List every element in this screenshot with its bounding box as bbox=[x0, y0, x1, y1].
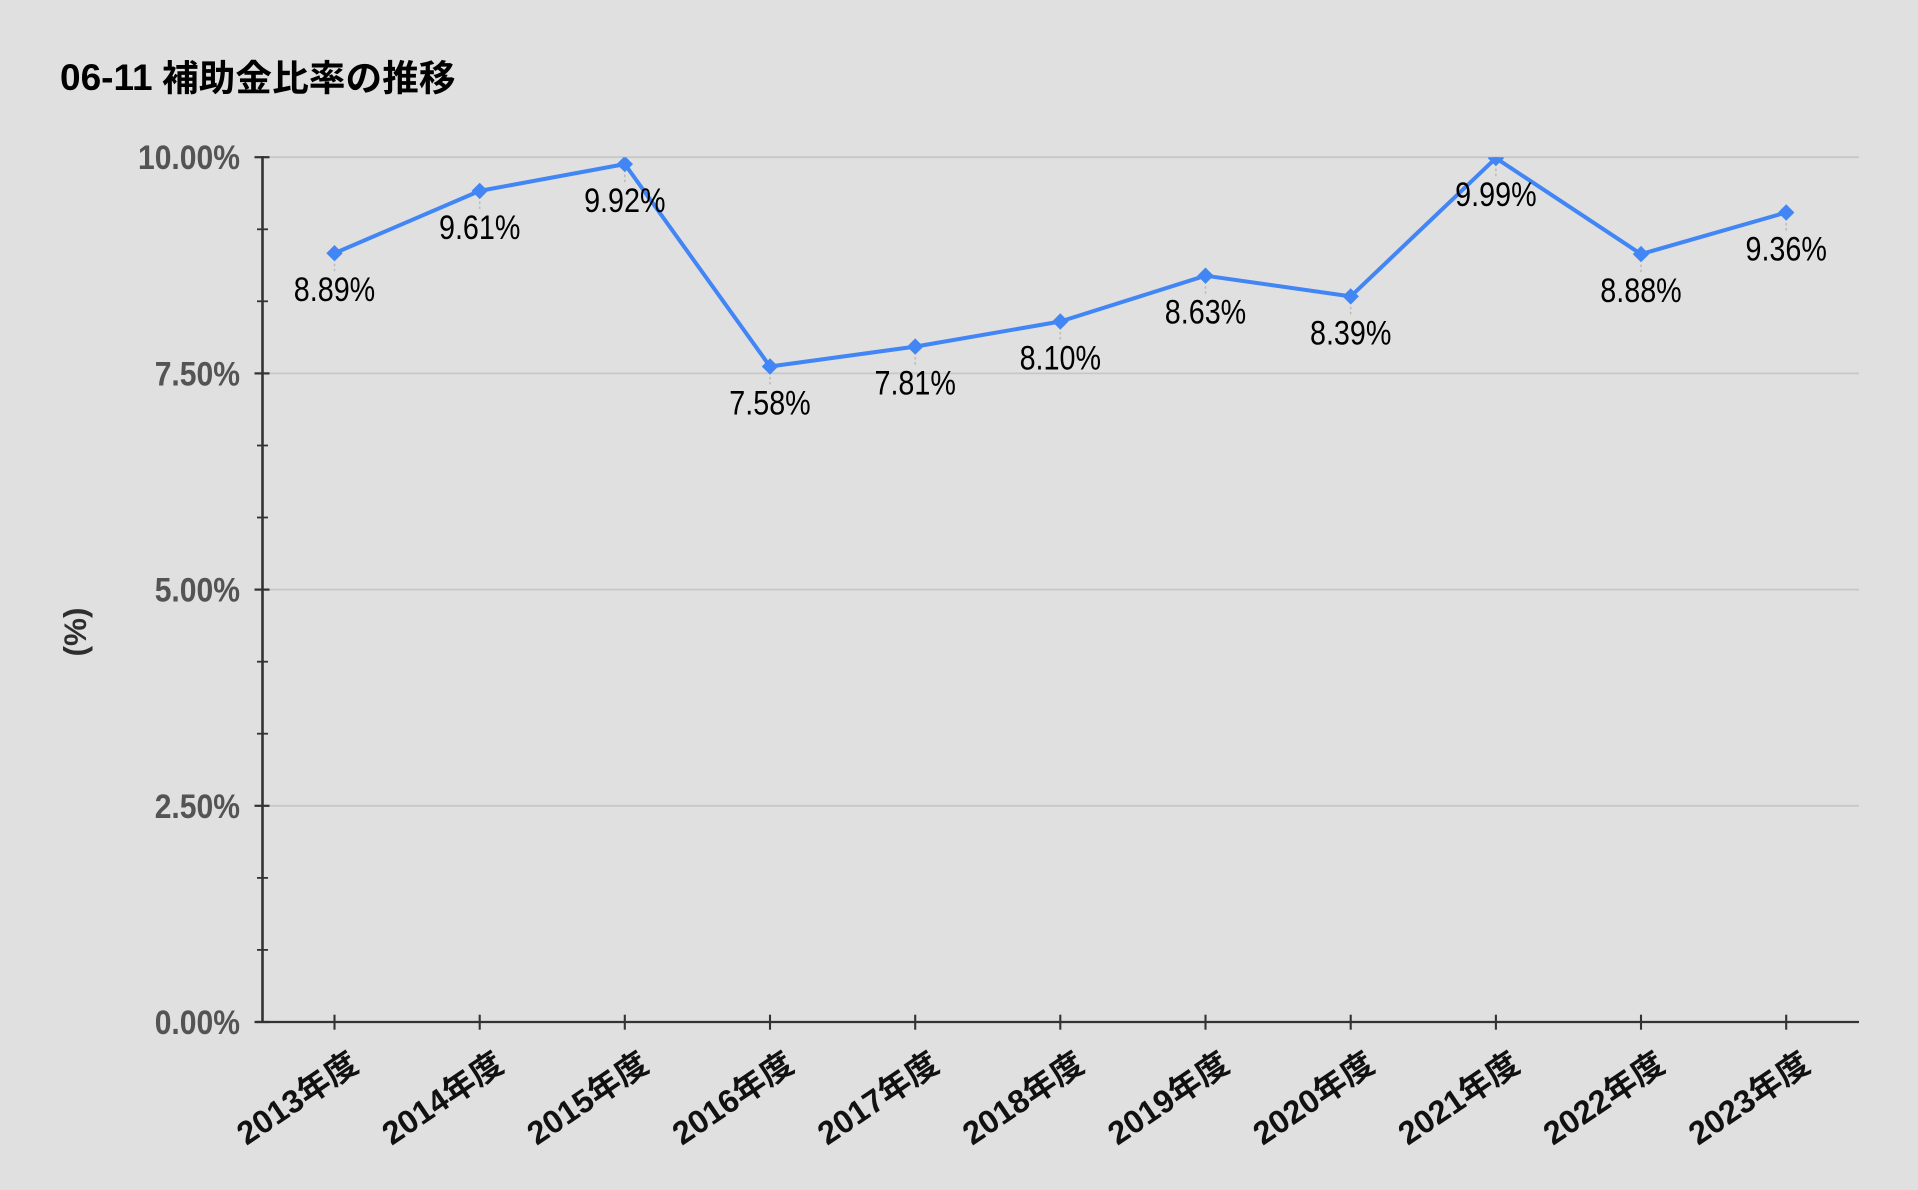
svg-text:7.81%: 7.81% bbox=[874, 364, 955, 402]
svg-text:9.99%: 9.99% bbox=[1455, 176, 1536, 214]
svg-text:8.10%: 8.10% bbox=[1020, 339, 1101, 377]
svg-text:2022: 2022 bbox=[1537, 1082, 1617, 1152]
svg-text:8.89%: 8.89% bbox=[294, 271, 375, 309]
svg-text:2021: 2021 bbox=[1392, 1082, 1472, 1152]
svg-text:2.50%: 2.50% bbox=[155, 787, 240, 825]
svg-text:8.88%: 8.88% bbox=[1600, 272, 1681, 310]
svg-text:2023: 2023 bbox=[1682, 1082, 1762, 1152]
svg-text:9.36%: 9.36% bbox=[1745, 230, 1826, 268]
svg-text:(%): (%) bbox=[57, 608, 93, 657]
svg-text:7.50%: 7.50% bbox=[155, 355, 240, 393]
svg-text:2014: 2014 bbox=[375, 1082, 455, 1152]
svg-text:2013: 2013 bbox=[230, 1082, 310, 1152]
svg-text:2018: 2018 bbox=[956, 1082, 1036, 1152]
svg-text:9.61%: 9.61% bbox=[439, 209, 520, 247]
svg-text:8.63%: 8.63% bbox=[1165, 293, 1246, 331]
svg-text:2017: 2017 bbox=[811, 1082, 891, 1152]
svg-text:06-11: 06-11 bbox=[60, 57, 153, 98]
svg-text:2019: 2019 bbox=[1101, 1082, 1181, 1152]
svg-text:5.00%: 5.00% bbox=[155, 571, 240, 609]
svg-text:2020: 2020 bbox=[1246, 1082, 1326, 1152]
svg-text:2015: 2015 bbox=[521, 1082, 601, 1152]
svg-text:2016: 2016 bbox=[666, 1082, 746, 1152]
svg-text:8.39%: 8.39% bbox=[1310, 314, 1391, 352]
svg-text:0.00%: 0.00% bbox=[155, 1003, 240, 1041]
svg-text:10.00%: 10.00% bbox=[138, 138, 240, 176]
svg-text:7.58%: 7.58% bbox=[729, 384, 810, 422]
svg-text:9.92%: 9.92% bbox=[584, 182, 665, 220]
